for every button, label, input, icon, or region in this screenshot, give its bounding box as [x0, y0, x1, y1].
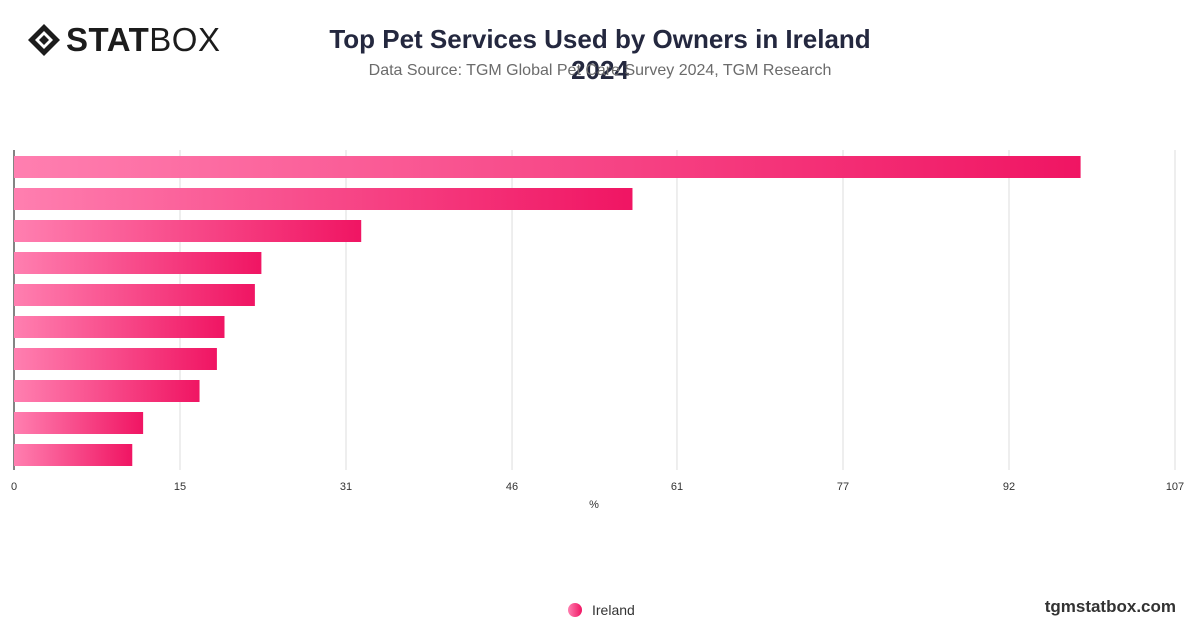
x-axis-ticks: 0 15 31 46 61 77 92 107: [11, 481, 1184, 493]
bar[interactable]: [14, 444, 133, 466]
chart-title: Top Pet Services Used by Owners in Irela…: [329, 24, 871, 85]
statbox-logo-icon: [28, 24, 60, 56]
legend[interactable]: Ireland: [568, 602, 635, 618]
x-tick-label: 15: [174, 481, 186, 493]
statbox-logo-text: STATBOX: [66, 21, 221, 58]
bar[interactable]: [14, 348, 217, 370]
x-tick-label: 0: [11, 481, 17, 493]
x-tick-label: 77: [837, 481, 849, 493]
x-tick-label: 107: [1166, 481, 1184, 493]
bar[interactable]: [14, 220, 362, 242]
bar[interactable]: [14, 380, 200, 402]
x-tick-label: 92: [1003, 481, 1015, 493]
chart-subtitle: Data Source: TGM Global Pet Care Survey …: [368, 62, 832, 79]
x-tick-label: 31: [340, 481, 352, 493]
bar[interactable]: [14, 412, 144, 434]
x-tick-label: 46: [506, 481, 518, 493]
legend-label: Ireland: [592, 602, 635, 618]
bar[interactable]: [14, 316, 225, 338]
site-url[interactable]: tgmstatbox.com: [1044, 597, 1176, 616]
statbox-logo: STATBOX: [26, 22, 220, 58]
bar[interactable]: [14, 284, 255, 306]
x-tick-label: 61: [671, 481, 683, 493]
bar[interactable]: [14, 188, 633, 210]
legend-marker: [568, 603, 582, 617]
bar[interactable]: [14, 252, 262, 274]
x-axis-label: %: [589, 499, 599, 511]
bars: [14, 156, 1081, 466]
bar[interactable]: [14, 156, 1081, 178]
